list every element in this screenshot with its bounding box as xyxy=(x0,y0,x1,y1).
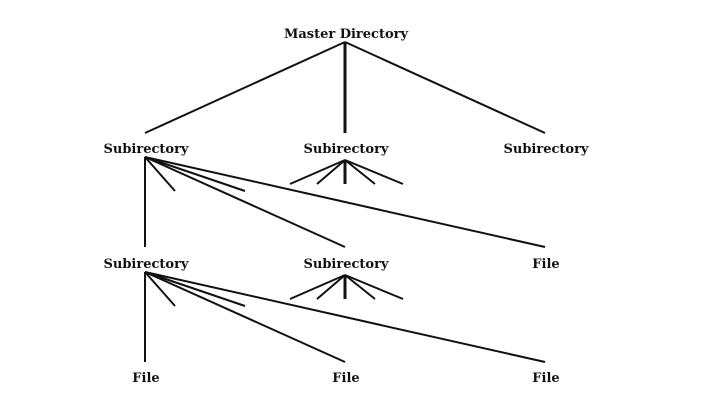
fan-line-4 xyxy=(344,159,376,185)
edge-l2left-to-l3-center xyxy=(144,271,346,363)
fan-line-5 xyxy=(344,159,404,185)
edge-root-to-l1-right xyxy=(344,41,546,134)
l3-center-label: File xyxy=(332,371,359,386)
edge-l1left-stub-1 xyxy=(144,156,176,192)
l2-left-edges xyxy=(144,271,546,363)
l1-center-fan xyxy=(289,159,404,185)
l2-right-label: File xyxy=(532,257,559,272)
edge-l2left-stub-1 xyxy=(144,271,176,307)
l1-left-label: Subirectory xyxy=(104,142,189,157)
edge-l1left-to-l2-center xyxy=(144,156,346,248)
edge-l2left-stub-2 xyxy=(144,271,246,307)
l1-center-label: Subirectory xyxy=(304,142,389,157)
fan-line-2 xyxy=(316,159,346,185)
edge-l1left-stub-2 xyxy=(144,156,246,192)
fan-line-1 xyxy=(289,159,346,185)
root-label: Master Directory xyxy=(284,27,409,42)
fan-line-2 xyxy=(316,274,346,300)
l1-right-label: Subirectory xyxy=(504,142,589,157)
l3-right-label: File xyxy=(532,371,559,386)
l2-center-fan xyxy=(289,274,404,300)
edge-l2left-to-l3-right xyxy=(144,271,546,363)
l3-left-label: File xyxy=(132,371,159,386)
l2-left-label: Subirectory xyxy=(104,257,189,272)
l2-center-label: Subirectory xyxy=(304,257,389,272)
edge-root-to-l1-left xyxy=(144,41,346,134)
edge-l1left-to-l2-right xyxy=(144,156,546,248)
root-edges xyxy=(144,41,546,134)
fan-line-5 xyxy=(344,274,404,300)
fan-line-4 xyxy=(344,274,376,300)
fan-line-1 xyxy=(289,274,346,300)
l1-left-edges xyxy=(144,156,546,248)
